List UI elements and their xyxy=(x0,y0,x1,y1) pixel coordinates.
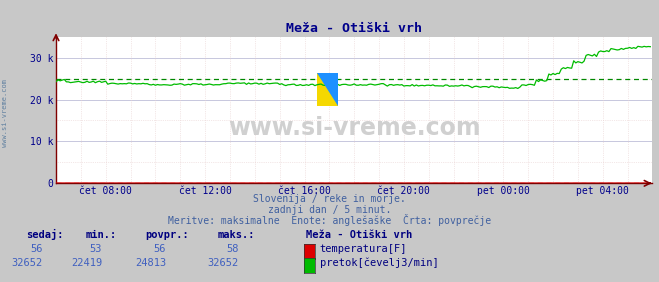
Text: Meritve: maksimalne  Enote: anglešaške  Črta: povprečje: Meritve: maksimalne Enote: anglešaške Čr… xyxy=(168,214,491,226)
Text: povpr.:: povpr.: xyxy=(145,230,188,240)
Text: 32652: 32652 xyxy=(208,258,239,268)
Text: 58: 58 xyxy=(226,244,239,254)
Polygon shape xyxy=(316,73,338,105)
Text: 56: 56 xyxy=(154,244,166,254)
Text: 22419: 22419 xyxy=(71,258,102,268)
Text: min.:: min.: xyxy=(86,230,117,240)
Text: 53: 53 xyxy=(90,244,102,254)
Text: temperatura[F]: temperatura[F] xyxy=(320,244,407,254)
Text: 24813: 24813 xyxy=(135,258,166,268)
Title: Meža - Otiški vrh: Meža - Otiški vrh xyxy=(286,23,422,36)
Text: maks.:: maks.: xyxy=(217,230,255,240)
Text: Meža - Otiški vrh: Meža - Otiški vrh xyxy=(306,230,413,240)
Text: zadnji dan / 5 minut.: zadnji dan / 5 minut. xyxy=(268,205,391,215)
Text: Slovenija / reke in morje.: Slovenija / reke in morje. xyxy=(253,194,406,204)
FancyBboxPatch shape xyxy=(316,73,338,105)
Text: 56: 56 xyxy=(30,244,43,254)
Text: www.si-vreme.com: www.si-vreme.com xyxy=(228,116,480,140)
Text: 32652: 32652 xyxy=(12,258,43,268)
Text: www.si-vreme.com: www.si-vreme.com xyxy=(2,79,9,147)
Text: sedaj:: sedaj: xyxy=(26,229,64,240)
Text: pretok[čevelj3/min]: pretok[čevelj3/min] xyxy=(320,257,438,268)
